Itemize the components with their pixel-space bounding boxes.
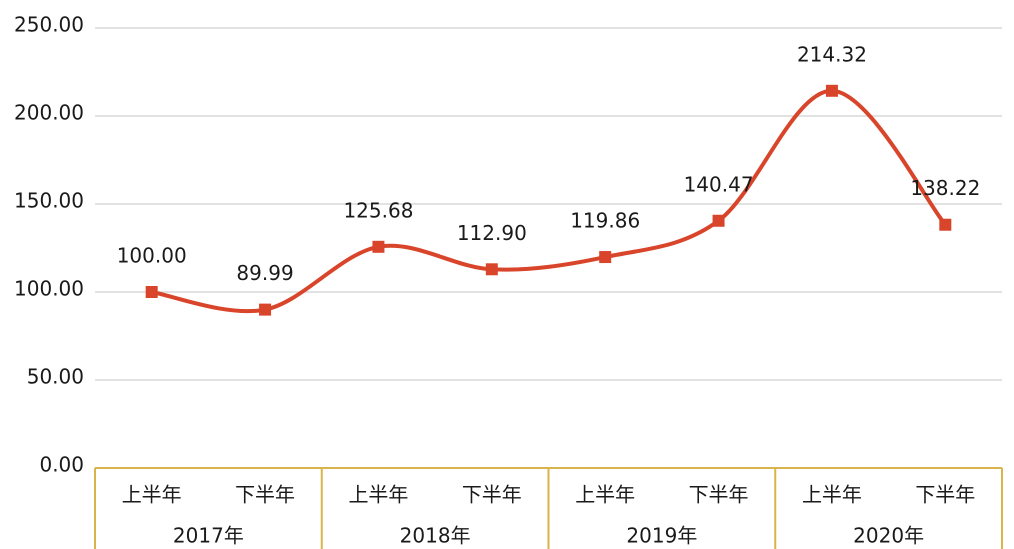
- x-tick-label: 上半年: [348, 483, 408, 507]
- y-tick-label: 250.00: [14, 13, 84, 37]
- marker: [939, 218, 952, 231]
- x-tick-label: 下半年: [689, 483, 749, 507]
- data-label: 214.32: [797, 42, 867, 66]
- marker: [372, 240, 385, 253]
- data-label: 89.99: [236, 261, 293, 285]
- x-tick-label: 下半年: [462, 483, 522, 507]
- marker: [599, 251, 612, 264]
- x-tick-label: 下半年: [235, 483, 295, 507]
- y-tick-label: 0.00: [39, 453, 84, 477]
- data-label: 112.90: [457, 221, 527, 245]
- x-tick-label: 上半年: [122, 483, 182, 507]
- y-tick-label: 50.00: [27, 365, 84, 389]
- marker: [825, 84, 838, 97]
- data-label: 125.68: [343, 198, 413, 222]
- group-label: 2019年: [626, 524, 697, 548]
- marker: [259, 303, 272, 316]
- y-tick-label: 200.00: [14, 101, 84, 125]
- group-label: 2018年: [400, 524, 471, 548]
- marker: [712, 214, 725, 227]
- x-tick-label: 下半年: [915, 483, 975, 507]
- group-label: 2017年: [173, 524, 244, 548]
- data-label: 100.00: [117, 244, 187, 268]
- marker: [145, 286, 158, 298]
- x-tick-label: 上半年: [575, 483, 635, 507]
- data-label: 138.22: [910, 176, 980, 200]
- y-tick-label: 100.00: [14, 277, 84, 301]
- y-tick-label: 150.00: [14, 189, 84, 213]
- data-label: 119.86: [570, 209, 640, 233]
- group-label: 2020年: [853, 524, 924, 548]
- marker: [485, 263, 498, 276]
- data-label: 140.47: [684, 172, 754, 196]
- x-tick-label: 上半年: [802, 483, 862, 507]
